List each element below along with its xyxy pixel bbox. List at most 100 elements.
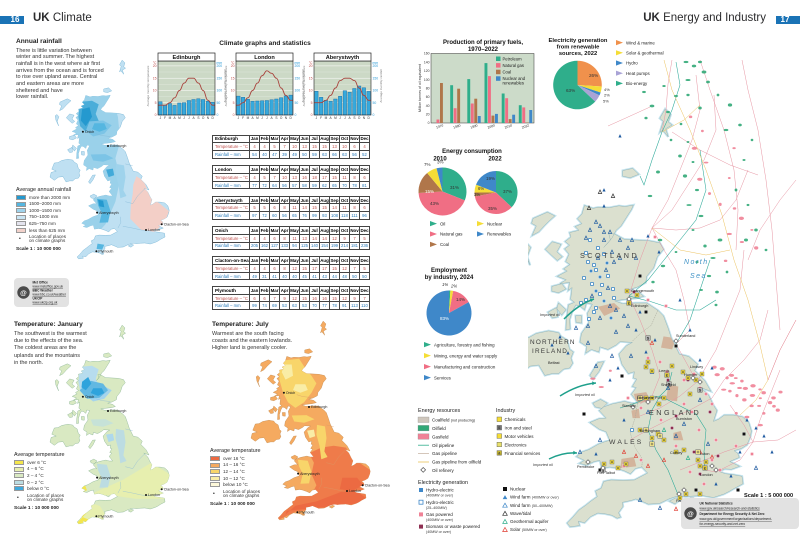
svg-text:Oilfield: Oilfield — [432, 426, 446, 431]
svg-text:S: S — [647, 336, 650, 341]
svg-text:10: 10 — [153, 89, 157, 93]
svg-text:Aberystwyth: Aberystwyth — [99, 476, 119, 480]
svg-text:J: J — [160, 116, 162, 120]
svg-text:Renewables: Renewables — [487, 232, 512, 237]
svg-text:Luton: Luton — [700, 452, 710, 456]
svg-text:J: J — [316, 116, 318, 120]
svg-text:www.ukcip.org.uk: www.ukcip.org.uk — [33, 301, 58, 305]
svg-text:1980: 1980 — [453, 123, 462, 129]
svg-text:J: J — [188, 116, 190, 120]
svg-text:Petroleum: Petroleum — [503, 56, 523, 61]
svg-text:20: 20 — [426, 113, 430, 117]
svg-text:J: J — [344, 116, 346, 120]
svg-text:www.metoffice.gov.uk: www.metoffice.gov.uk — [33, 285, 64, 289]
svg-text:£: £ — [666, 374, 669, 378]
svg-text:Million tonnes of oil equivale: Million tonnes of oil equivalent — [418, 64, 422, 112]
svg-text:100: 100 — [295, 89, 301, 93]
svg-text:Solar & geothermal: Solar & geothermal — [626, 51, 664, 56]
svg-text:Electricity generation: Electricity generation — [549, 38, 608, 44]
svg-text:S: S — [353, 116, 355, 120]
svg-text:J: J — [339, 116, 341, 120]
svg-text:(400MW or over): (400MW or over) — [426, 494, 453, 498]
svg-text:Leeds: Leeds — [659, 369, 669, 373]
svg-text:14%: 14% — [456, 297, 465, 302]
svg-text:Clacton-on-Sea: Clacton-on-Sea — [164, 223, 189, 227]
svg-text:www.gov.uk/search/research-and: www.gov.uk/search/research-and-statistic… — [700, 507, 761, 511]
svg-text:3%: 3% — [437, 160, 444, 165]
svg-text:0: 0 — [233, 113, 235, 117]
svg-text:°C: °C — [231, 61, 235, 65]
svg-text:Edinburgh: Edinburgh — [110, 144, 126, 148]
svg-text:0: 0 — [428, 121, 430, 125]
svg-text:10: 10 — [231, 89, 235, 93]
svg-text:London: London — [349, 489, 361, 493]
svg-text:Wind & marine: Wind & marine — [626, 40, 655, 45]
svg-text:(400MW or over): (400MW or over) — [426, 518, 453, 522]
svg-text:@: @ — [20, 290, 27, 297]
svg-text:Imported oil: Imported oil — [540, 313, 560, 317]
svg-text:A: A — [174, 116, 177, 120]
svg-text:Average monthly rainfall: Average monthly rainfall — [379, 69, 383, 102]
svg-text:D: D — [367, 116, 370, 120]
svg-text:Plymouth: Plymouth — [299, 511, 314, 515]
svg-text:120: 120 — [424, 69, 430, 73]
svg-text:Gas pipeline: Gas pipeline — [432, 451, 458, 456]
svg-text:J: J — [183, 116, 185, 120]
svg-text:O: O — [202, 116, 205, 120]
svg-text:A: A — [193, 116, 196, 120]
svg-text:15: 15 — [153, 76, 157, 80]
svg-text:M: M — [169, 116, 172, 120]
svg-text:Burniston: Burniston — [676, 417, 692, 421]
svg-text:Energy consumption: Energy consumption — [442, 149, 502, 155]
svg-text:Department for Energy Security: Department for Energy Security & Net Zer… — [700, 512, 765, 516]
svg-text:A: A — [252, 116, 255, 120]
svg-text:2000: 2000 — [487, 123, 496, 129]
svg-text:Ellesmere Port: Ellesmere Port — [637, 396, 663, 400]
svg-text:@: @ — [687, 511, 694, 518]
svg-text:10: 10 — [309, 89, 313, 93]
svg-text:M: M — [334, 116, 337, 120]
svg-text:Production of primary fuels,: Production of primary fuels, — [443, 40, 523, 46]
svg-text:Clacton-on-Sea: Clacton-on-Sea — [164, 488, 189, 492]
svg-text:Average monthly temperature: Average monthly temperature — [302, 65, 306, 106]
svg-text:Imported oil: Imported oil — [533, 463, 553, 467]
svg-text:(40MW or over): (40MW or over) — [426, 530, 451, 534]
svg-text:N: N — [207, 116, 210, 120]
svg-text:London: London — [148, 228, 160, 232]
svg-text:Sheffield: Sheffield — [661, 383, 676, 387]
svg-text:7%: 7% — [424, 162, 431, 167]
svg-text:UK National Statistics: UK National Statistics — [700, 501, 733, 505]
svg-text:Onich: Onich — [85, 395, 94, 399]
svg-text:North: North — [684, 259, 709, 266]
svg-text:Average monthly temperature: Average monthly temperature — [224, 65, 228, 106]
svg-text:O: O — [280, 116, 283, 120]
svg-text:Agriculture, forestry and fish: Agriculture, forestry and fishing — [434, 342, 495, 347]
svg-text:IRELAND: IRELAND — [532, 348, 568, 355]
svg-text:Coalfield (not producing): Coalfield (not producing) — [432, 418, 475, 423]
svg-text:Heat pumps: Heat pumps — [626, 71, 650, 76]
svg-text:Birmingham: Birmingham — [640, 429, 660, 433]
svg-text:London: London — [254, 55, 275, 61]
svg-text:BBC Weather: BBC Weather — [33, 289, 54, 293]
svg-text:Edinburgh: Edinburgh — [631, 304, 648, 308]
svg-text:Motor vehicles: Motor vehicles — [505, 434, 535, 439]
svg-text:0: 0 — [311, 113, 313, 117]
svg-text:20: 20 — [153, 64, 157, 68]
svg-text:mm: mm — [373, 61, 379, 65]
svg-text:100: 100 — [217, 89, 223, 93]
svg-text:2010: 2010 — [433, 157, 447, 163]
svg-text:50: 50 — [295, 101, 299, 105]
svg-text:Electricity generation: Electricity generation — [418, 480, 468, 486]
svg-text:Sunderland: Sunderland — [676, 334, 695, 338]
svg-text:2%: 2% — [450, 284, 457, 289]
svg-text:31%: 31% — [450, 185, 459, 190]
svg-text:Hydro: Hydro — [626, 61, 638, 66]
svg-text:by industry, 2024: by industry, 2024 — [425, 275, 474, 281]
svg-text:Edinburgh: Edinburgh — [110, 409, 126, 413]
svg-text:19%: 19% — [486, 176, 495, 181]
svg-text:15: 15 — [309, 76, 313, 80]
svg-text:Met Office: Met Office — [33, 281, 49, 285]
svg-text:Aberystwyth: Aberystwyth — [99, 211, 119, 215]
svg-text:mm: mm — [295, 61, 301, 65]
svg-text:F: F — [242, 116, 244, 120]
